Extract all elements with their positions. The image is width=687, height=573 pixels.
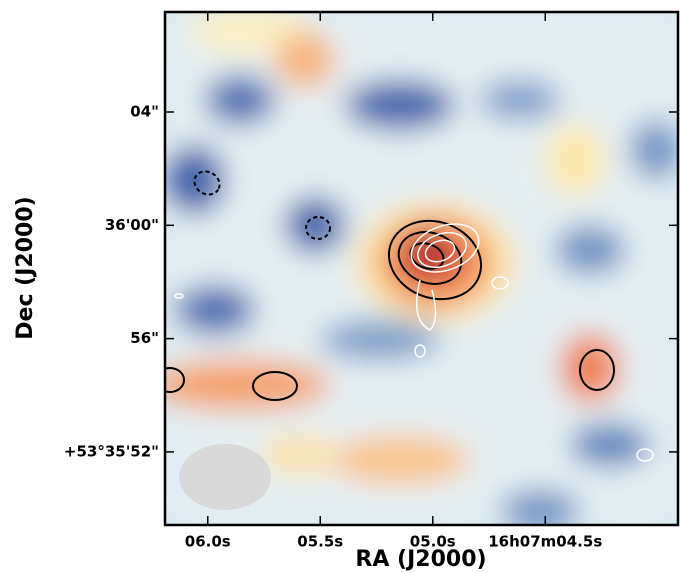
beam <box>179 444 271 510</box>
x-tick-label: 16h07m04.5s <box>488 533 602 551</box>
y-tick-label: +53°35'52" <box>64 442 159 460</box>
x-tick-label: 06.0s <box>185 533 231 551</box>
y-axis-label: Dec (J2000) <box>13 196 38 339</box>
y-tick-label: 56" <box>130 329 159 347</box>
y-tick-label: 04" <box>130 102 159 120</box>
x-tick-label: 05.5s <box>297 533 343 551</box>
x-tick-label: 05.0s <box>410 533 456 551</box>
figure: RA (J2000) Dec (J2000) 06.0s 05.5s 05.0s 16… <box>0 0 687 573</box>
image <box>150 5 680 530</box>
y-tick-label: 36'00" <box>105 216 159 234</box>
x-axis-label: RA (J2000) <box>355 547 486 572</box>
